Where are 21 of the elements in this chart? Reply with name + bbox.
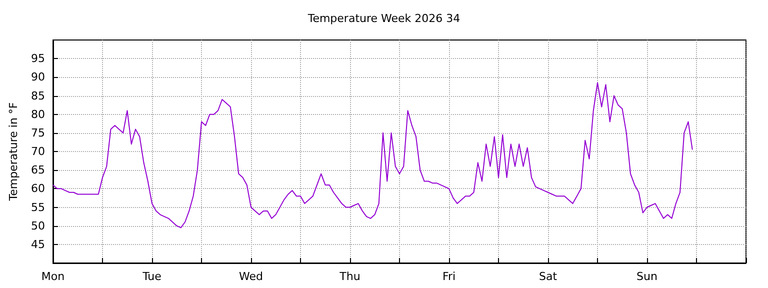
y-axis-title: Temperature in °F: [7, 102, 20, 202]
x-tick-label: Mon: [41, 270, 65, 283]
x-tick-label: Sun: [636, 270, 658, 283]
y-tick-label: 60: [31, 182, 45, 196]
y-tick-label: 65: [31, 164, 45, 177]
y-tick-label: 50: [31, 219, 45, 232]
x-tick-label: Thu: [338, 270, 360, 283]
y-tick-label: 80: [31, 108, 45, 121]
y-tick-label: 95: [31, 52, 45, 66]
y-tick-label: 85: [31, 89, 45, 102]
y-tick-label: 55: [31, 200, 45, 214]
y-tick-label: 70: [31, 145, 45, 158]
y-tick-label: 90: [31, 70, 45, 84]
chart-title: Temperature Week 2026 34: [306, 12, 460, 25]
x-tick-label: Fri: [442, 270, 456, 283]
x-tick-label: Tue: [142, 270, 162, 283]
x-tick-label: Wed: [239, 270, 263, 283]
y-tick-label: 75: [31, 126, 45, 140]
x-tick-label: Sat: [538, 270, 558, 283]
line-series: [52, 82, 693, 228]
y-tick-label: 45: [31, 238, 45, 251]
